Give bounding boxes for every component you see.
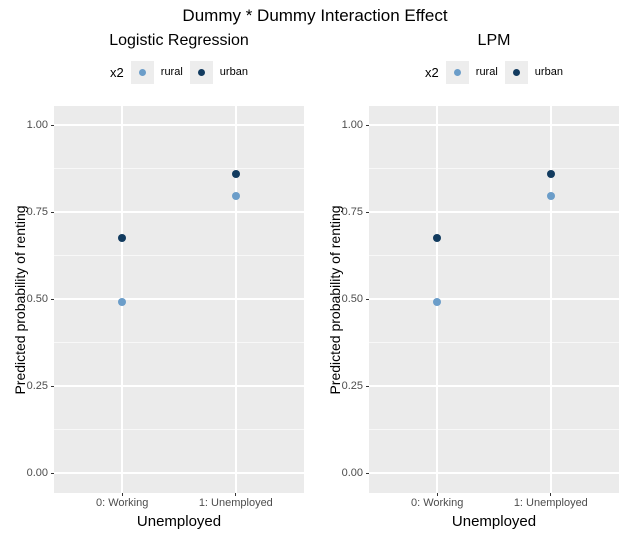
minor-gridline [54,255,304,256]
major-gridline [54,124,304,126]
y-tick-label: 0.25 [341,380,363,392]
legend: x2 rural urban [54,59,304,85]
data-point-rural [433,298,442,307]
rural-dot-icon [138,68,146,76]
rural-dot-icon [453,68,461,76]
x-tick-mark [121,493,123,496]
panel-lpm: LPM x2 rural urban Predicted probability… [315,28,630,535]
legend-label-rural: rural [160,66,183,78]
minor-gridline [54,342,304,343]
x-axis-title: Unemployed [136,513,222,530]
chart-title: Dummy * Dummy Interaction Effect [182,6,448,25]
minor-gridline [54,168,304,169]
data-point-rural [546,192,555,201]
major-gridline [369,385,619,387]
y-tick-mark [51,211,54,213]
y-tick-label: 0.50 [26,293,48,305]
urban-dot-icon [197,68,205,76]
x-tick-label: 1: Unemployed [513,497,588,509]
y-tick-mark [51,298,54,300]
x-tick-mark [550,493,552,496]
major-gridline [54,385,304,387]
legend-key-urban [504,60,528,84]
x-tick-label: 0: Working [95,497,149,509]
panel-logistic-regression: Logistic Regression x2 rural urban Predi… [0,28,315,535]
urban-dot-icon [512,68,520,76]
y-tick-label: 1.00 [341,119,363,131]
data-point-rural [231,192,240,201]
x-tick-label: 1: Unemployed [198,497,273,509]
y-tick-label: 0.75 [26,206,48,218]
major-gridline-vertical [549,106,552,493]
legend-title: x2 [110,64,124,80]
legend-title: x2 [425,64,439,80]
y-tick-mark [51,472,54,474]
data-point-urban [546,169,555,178]
y-tick-label: 0.00 [26,467,48,479]
legend-label-urban: urban [534,66,563,78]
major-gridline [54,298,304,300]
minor-gridline [54,429,304,430]
data-point-urban [231,169,240,178]
y-tick-label: 0.25 [26,380,48,392]
legend-key-rural [130,60,154,84]
x-tick-label: 0: Working [410,497,464,509]
major-gridline [369,211,619,213]
y-tick-mark [366,298,369,300]
panel-title-logistic: Logistic Regression [109,32,249,49]
minor-gridline [369,342,619,343]
major-gridline [369,124,619,126]
minor-gridline [369,255,619,256]
x-tick-mark [436,493,438,496]
y-tick-mark [366,385,369,387]
y-tick-label: 1.00 [26,119,48,131]
legend-key-rural [445,60,469,84]
minor-gridline [369,429,619,430]
legend-key-urban [189,60,213,84]
major-gridline [369,472,619,474]
legend-label-urban: urban [219,66,248,78]
data-point-rural [118,298,127,307]
legend-label-rural: rural [475,66,498,78]
major-gridline [369,298,619,300]
data-point-urban [118,234,127,243]
plot-area [369,106,619,493]
y-tick-mark [366,472,369,474]
major-gridline [54,211,304,213]
x-axis-title: Unemployed [451,513,537,530]
legend: x2 rural urban [369,59,619,85]
y-tick-mark [51,385,54,387]
panel-title-lpm: LPM [477,32,511,49]
y-tick-mark [51,124,54,126]
data-point-urban [433,234,442,243]
major-gridline [54,472,304,474]
major-gridline-vertical [234,106,237,493]
y-tick-label: 0.00 [341,467,363,479]
y-tick-label: 0.75 [341,206,363,218]
x-tick-mark [235,493,237,496]
y-tick-mark [366,124,369,126]
plot-area [54,106,304,493]
minor-gridline [369,168,619,169]
y-tick-label: 0.50 [341,293,363,305]
y-tick-mark [366,211,369,213]
